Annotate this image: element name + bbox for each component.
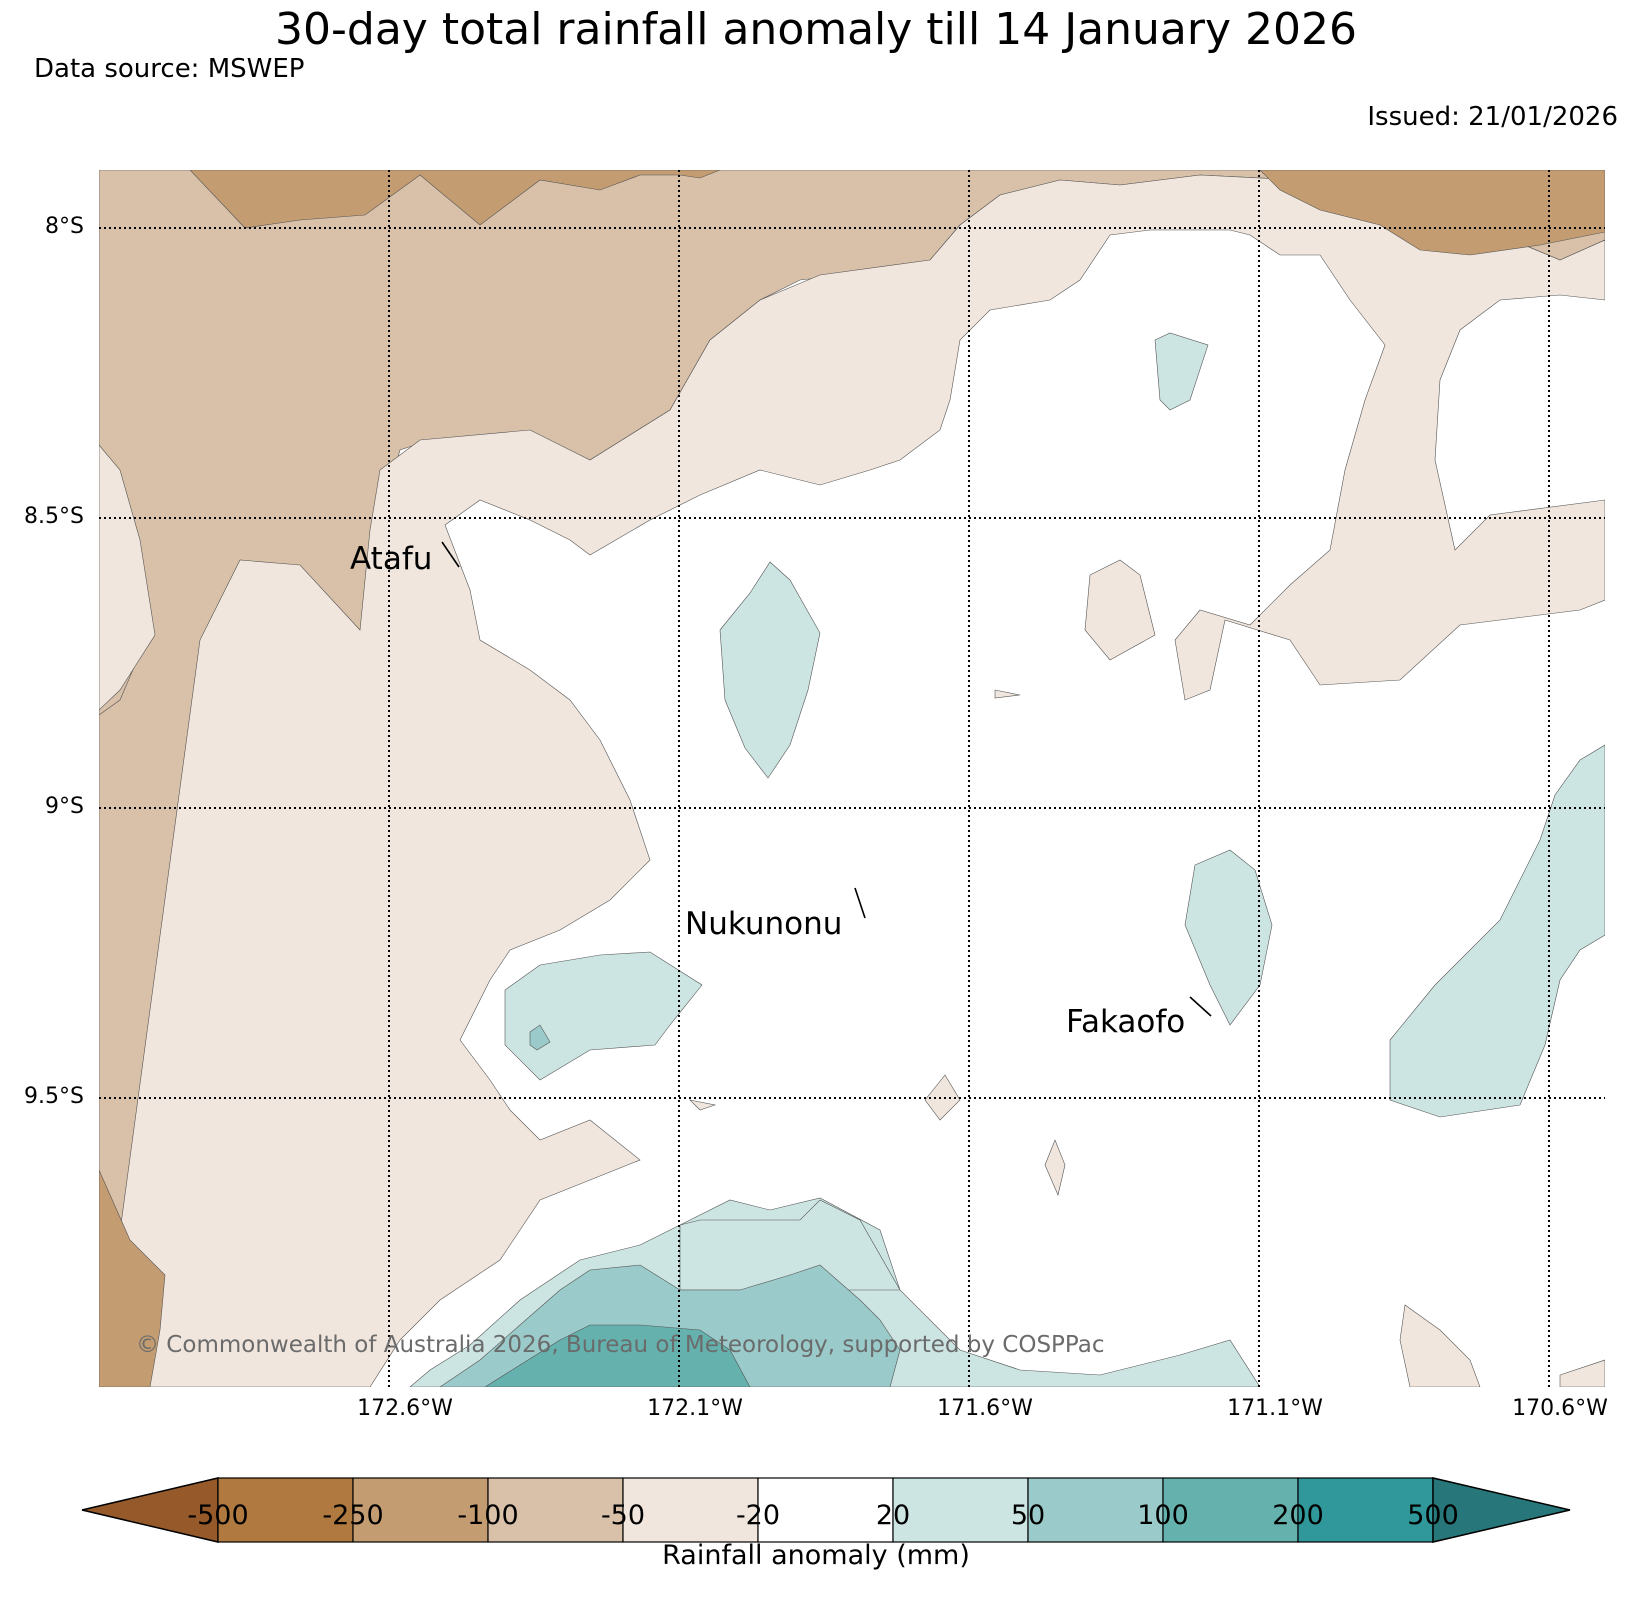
- colorbar-tick: 50: [1010, 1500, 1046, 1531]
- colorbar-label: Rainfall anomaly (mm): [662, 1540, 970, 1571]
- anomaly-region-dry-50: [99, 174, 1605, 1387]
- anomaly-region-wet-50: [439, 1024, 901, 1387]
- colorbar-segment: [1027, 1477, 1164, 1543]
- copyright-notice: © Commonwealth of Australia 2026, Bureau…: [136, 1332, 1105, 1358]
- colorbar-tick: -250: [322, 1500, 384, 1531]
- colorbar-segment: [1297, 1477, 1434, 1543]
- colorbar-tick: 100: [1137, 1500, 1189, 1531]
- lon-label-171-6w: 171.6°W: [937, 1396, 1033, 1421]
- colorbar-tick: 200: [1272, 1500, 1324, 1531]
- anomaly-region-dry-250-north: [189, 170, 1605, 256]
- lon-label-172-1w: 172.1°W: [647, 1396, 743, 1421]
- lon-label-172-6w: 172.6°W: [357, 1396, 453, 1421]
- colorbar-segment: [622, 1477, 759, 1543]
- colorbar-segment: [352, 1477, 489, 1543]
- data-source: Data source: MSWEP: [34, 54, 305, 84]
- lat-label-8-5s: 8.5°S: [24, 504, 84, 529]
- lat-label-8s: 8°S: [45, 214, 84, 239]
- lat-label-9s: 9°S: [45, 794, 84, 819]
- colorbar-tick: 20: [875, 1500, 911, 1531]
- colorbar-tick: -500: [187, 1500, 249, 1531]
- lat-label-9-5s: 9.5°S: [24, 1084, 84, 1109]
- place-label-fakaofo: Fakaofo: [1066, 1004, 1186, 1040]
- anomaly-region-wet-100: [484, 1324, 751, 1387]
- colorbar-tick: -20: [735, 1500, 781, 1531]
- colorbar-extend-high: [1432, 1477, 1571, 1543]
- colorbar: [81, 1477, 1571, 1543]
- place-label-atafu: Atafu: [350, 541, 433, 577]
- map-area: [99, 170, 1605, 1387]
- colorbar-tick: -100: [457, 1500, 519, 1531]
- nukunonu-marker: [854, 887, 866, 919]
- graticule: [99, 170, 1605, 1387]
- lon-label-170-6w: 170.6°W: [1512, 1396, 1608, 1421]
- fakaofo-marker: [1189, 996, 1212, 1017]
- colorbar-segment: [1162, 1477, 1299, 1543]
- atafu-marker: [441, 541, 460, 568]
- place-label-nukunonu: Nukunonu: [685, 906, 843, 942]
- issued-date: Issued: 21/01/2026: [1367, 102, 1618, 132]
- map-title: 30-day total rainfall anomaly till 14 Ja…: [275, 4, 1357, 55]
- colorbar-tick: 500: [1407, 1500, 1459, 1531]
- lon-label-171-1w: 171.1°W: [1227, 1396, 1323, 1421]
- colorbar-segment: [892, 1477, 1029, 1543]
- colorbar-tick: -50: [600, 1500, 646, 1531]
- colorbar-segment: [757, 1477, 894, 1543]
- anomaly-region-dry-250-southwest: [99, 1169, 166, 1387]
